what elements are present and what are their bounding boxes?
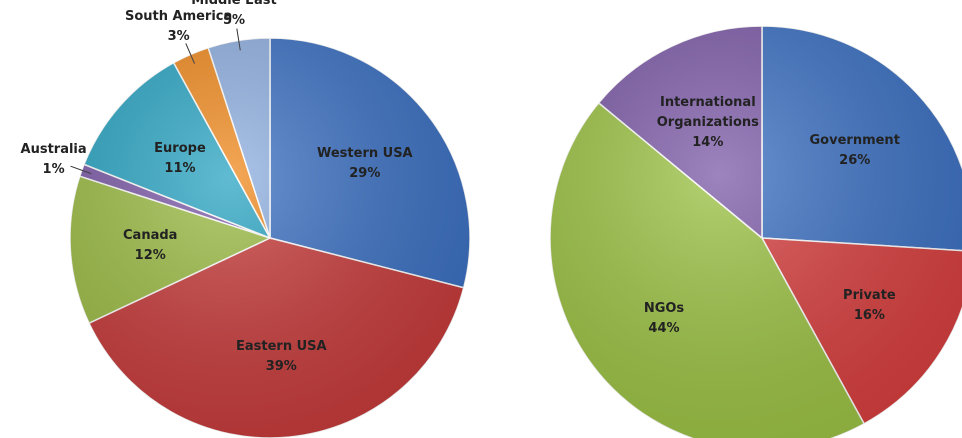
slice-value: 12% bbox=[134, 247, 166, 263]
slice-name: South America bbox=[124, 8, 233, 24]
slice-value: 29% bbox=[349, 166, 381, 182]
slice-value: 39% bbox=[265, 359, 297, 375]
slice-name: Australia bbox=[20, 142, 87, 158]
slice-value: 16% bbox=[853, 308, 885, 324]
slice-name: NGOs bbox=[643, 301, 685, 317]
slice-value: 26% bbox=[839, 152, 871, 168]
slice-label: Eastern USA 39% bbox=[206, 337, 356, 377]
slice-label: NGOs 44% bbox=[589, 299, 739, 339]
slice-value: 3% bbox=[167, 28, 190, 44]
slice-name: Eastern USA bbox=[235, 339, 327, 355]
slice-label: International Organizations 14% bbox=[653, 93, 763, 153]
slice-label: Europe 11% bbox=[105, 139, 255, 179]
slice-value: 44% bbox=[648, 321, 680, 337]
slice-label: Private 16% bbox=[794, 286, 944, 326]
slice-name: Canada bbox=[123, 227, 178, 243]
slice-label: Western USA 29% bbox=[290, 144, 440, 184]
slice-value: 11% bbox=[164, 160, 196, 176]
slice-name: Europe bbox=[154, 140, 206, 156]
slice-label: Government 26% bbox=[780, 131, 930, 171]
slice-name: International Organizations bbox=[656, 94, 759, 130]
slice-name: Middle East bbox=[191, 0, 277, 8]
slice-name: Government bbox=[809, 132, 900, 148]
slice-value: 5% bbox=[222, 12, 246, 28]
slice-label: Middle East 5% bbox=[159, 0, 309, 31]
slice-label: Australia 1% bbox=[0, 140, 129, 180]
slice-label: South America 3% bbox=[104, 7, 254, 47]
slice-name: Private bbox=[843, 288, 896, 304]
slice-name: Western USA bbox=[316, 146, 413, 162]
slice-label: Canada 12% bbox=[75, 226, 225, 266]
slice-value: 14% bbox=[692, 134, 724, 150]
slice-value: 1% bbox=[42, 162, 65, 178]
